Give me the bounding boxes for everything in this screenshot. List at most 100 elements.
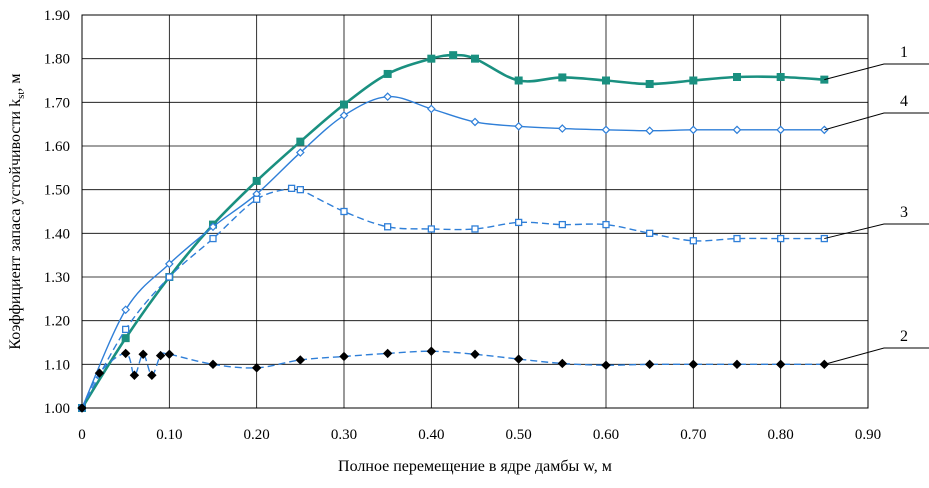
leader-line [824, 223, 929, 240]
x-tick-label: 0.40 [418, 427, 444, 443]
data-point [470, 117, 480, 127]
data-point [208, 359, 218, 370]
data-point [383, 92, 393, 102]
data-point [252, 176, 261, 185]
data-point [601, 360, 611, 370]
data-point [688, 359, 699, 370]
data-point [295, 148, 305, 157]
y-tick-label: 1.80 [44, 52, 70, 68]
data-point [777, 234, 785, 243]
data-point [733, 73, 741, 82]
series-line [80, 53, 825, 409]
data-point [689, 76, 698, 85]
data-point [513, 354, 524, 364]
data-point [122, 325, 130, 334]
series-line [81, 95, 825, 409]
data-point [558, 220, 566, 229]
curve-label: 3 [900, 204, 908, 221]
data-point [819, 359, 830, 370]
data-point [383, 69, 392, 78]
data-point [427, 225, 435, 233]
data-point [165, 273, 173, 281]
data-point [471, 225, 479, 233]
leader-line [824, 347, 929, 365]
data-point [426, 346, 437, 356]
x-tick-label: 0.70 [680, 427, 706, 443]
x-axis-ticks: 0 0.10 0.20 0.30 0.40 0.50 0.60 0.70 0.80 0.90 [78, 427, 881, 443]
leader-line [824, 112, 929, 131]
y-tick-label: 1.90 [44, 8, 70, 24]
leader-line [824, 63, 929, 81]
data-point [340, 100, 348, 109]
x-tick-label: 0.60 [593, 427, 619, 443]
x-tick-label: 0.50 [506, 427, 532, 443]
y-tick-label: 1.00 [44, 401, 70, 417]
series-2 [77, 346, 830, 413]
curve-label: 2 [900, 328, 908, 345]
data-point [471, 54, 479, 63]
data-point [776, 125, 786, 135]
data-point [296, 137, 305, 146]
data-point [515, 218, 523, 227]
data-point [339, 111, 349, 120]
y-tick-label: 1.70 [44, 95, 70, 111]
y-axis-ticks: 1.00 1.10 1.20 1.30 1.40 1.50 1.60 1.70 1.80 1.90 [44, 8, 70, 417]
data-point [558, 73, 567, 82]
x-tick-label: 0.90 [855, 427, 881, 443]
x-tick-label: 0.30 [331, 427, 357, 443]
data-point [601, 125, 611, 135]
data-point [209, 234, 217, 243]
curve-label: 1 [900, 44, 908, 61]
data-point [689, 237, 697, 245]
data-point [646, 229, 654, 237]
y-tick-label: 1.10 [44, 357, 70, 373]
x-tick-label: 0.10 [156, 427, 182, 443]
data-point [251, 363, 262, 373]
series-4 [77, 92, 829, 413]
y-axis-title-main: Коэффициент запаса устойчивости k [7, 99, 24, 350]
data-point [339, 351, 349, 362]
y-tick-label: 1.50 [44, 183, 70, 199]
data-point [253, 195, 261, 203]
data-point [470, 349, 480, 359]
data-point [426, 104, 436, 114]
curve-labels: 1 4 3 2 [824, 44, 929, 365]
data-point [94, 368, 105, 378]
data-point [121, 334, 130, 343]
y-tick-label: 1.40 [44, 226, 70, 242]
data-point [732, 125, 742, 135]
grid [81, 14, 869, 409]
data-point [645, 126, 655, 136]
y-axis-title: Коэффициент запаса устойчивости kst, м [7, 73, 27, 349]
data-point [557, 358, 568, 369]
data-point [382, 348, 393, 359]
data-point [129, 370, 140, 380]
series-line [81, 186, 825, 409]
plot-frame [81, 14, 869, 409]
data-point [645, 79, 654, 88]
x-tick-label: 0 [78, 427, 86, 443]
data-point [147, 370, 157, 380]
data-point [120, 348, 131, 359]
data-point [296, 186, 304, 194]
data-point [427, 54, 436, 63]
series-layer [77, 51, 830, 413]
data-point [775, 359, 786, 370]
data-point [557, 124, 567, 133]
curve-label: 4 [900, 93, 908, 110]
data-point [287, 184, 296, 193]
x-axis-title: Полное перемещение в ядре дамбы w, м [338, 458, 612, 475]
data-point [138, 349, 148, 359]
data-point [514, 76, 523, 85]
data-point [295, 355, 306, 365]
series-3 [78, 184, 828, 412]
data-point [732, 359, 742, 370]
y-tick-label: 1.60 [44, 139, 70, 155]
data-point [776, 73, 785, 82]
data-point [514, 122, 524, 131]
y-tick-label: 1.20 [44, 314, 70, 330]
data-point [644, 359, 655, 370]
data-point [164, 349, 175, 359]
data-point [688, 125, 698, 135]
